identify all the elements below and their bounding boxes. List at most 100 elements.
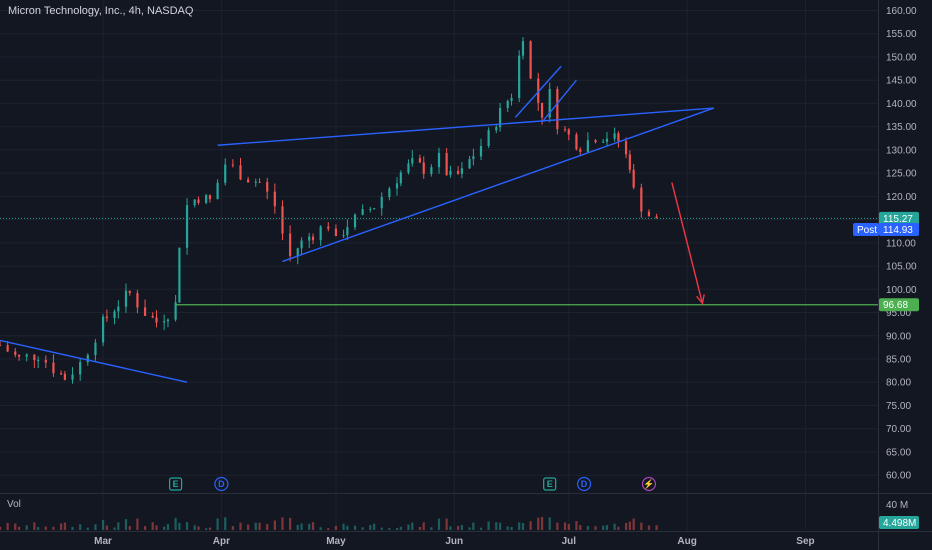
- earnings-event-icon[interactable]: [543, 477, 557, 491]
- volume-bars: [0, 516, 658, 530]
- volume-value-bg: [879, 516, 919, 529]
- candle-body: [594, 140, 597, 143]
- volume-bar: [605, 525, 609, 530]
- volume-label: Vol: [7, 499, 21, 510]
- volume-bar: [624, 522, 628, 530]
- candle-body: [166, 319, 170, 322]
- volume-bar: [472, 522, 475, 530]
- candle-body: [281, 206, 284, 234]
- candle-body: [510, 97, 513, 101]
- candle-body: [407, 163, 410, 173]
- volume-bar: [289, 517, 292, 530]
- volume-scale-label: 40 M: [886, 500, 908, 511]
- volume-bar: [411, 522, 414, 530]
- candle-body: [617, 133, 620, 142]
- candle-body: [63, 373, 66, 380]
- candle-body: [25, 354, 28, 357]
- volume-bar: [388, 528, 391, 530]
- event-markers[interactable]: E D E D ⚡: [169, 476, 657, 492]
- candle-body: [254, 181, 257, 183]
- volume-bar: [342, 523, 345, 530]
- price-tick-label: 120.00: [886, 192, 917, 203]
- candle-body: [468, 159, 471, 169]
- volume-bar: [460, 525, 464, 530]
- volume-bar: [373, 523, 376, 530]
- candle-body: [136, 293, 139, 308]
- volume-bar: [449, 526, 452, 530]
- volume-bar: [594, 526, 597, 530]
- volume-bar: [281, 517, 284, 530]
- volume-bar: [52, 526, 55, 530]
- volume-bar: [155, 525, 158, 530]
- price-tick-label: 150.00: [886, 52, 917, 63]
- candle-body: [575, 134, 578, 150]
- candle-body: [117, 306, 120, 312]
- trendline-channel-upper[interactable]: [514, 65, 562, 118]
- volume-bar: [487, 521, 490, 530]
- volume-bar: [640, 522, 643, 530]
- time-tick-label: Aug: [677, 536, 696, 547]
- candle-body: [155, 317, 158, 323]
- drawings-layer[interactable]: [0, 65, 878, 383]
- price-tick-label: 105.00: [886, 262, 917, 273]
- earnings-event-icon[interactable]: [169, 477, 183, 491]
- volume-bar: [296, 524, 299, 530]
- time-tick-label: Apr: [213, 536, 230, 547]
- volume-bar: [113, 527, 116, 530]
- candle-body: [495, 127, 498, 131]
- split-event-icon[interactable]: [641, 476, 657, 492]
- candle-body: [449, 170, 452, 175]
- volume-bar: [456, 525, 460, 530]
- candle-body: [388, 188, 391, 198]
- volume-bar: [205, 528, 208, 530]
- candle-body: [37, 359, 40, 361]
- volume-bar: [258, 522, 261, 530]
- projection-arrow-line[interactable]: [671, 182, 704, 304]
- volume-bar: [79, 524, 82, 530]
- trendline-wedge-upper[interactable]: [217, 107, 714, 146]
- candle-body: [548, 88, 551, 118]
- volume-bar: [59, 523, 63, 530]
- volume-bar: [208, 527, 212, 530]
- volume-bar: [613, 523, 616, 530]
- volume-bar: [124, 519, 128, 530]
- candle-body: [105, 316, 108, 319]
- trendline-early-downtrend[interactable]: [0, 339, 188, 383]
- trendline-wedge-lower[interactable]: [282, 107, 715, 263]
- volume-bar: [25, 525, 28, 530]
- volume-bar: [63, 522, 66, 530]
- candle-body: [124, 290, 128, 307]
- volume-bar: [437, 518, 441, 530]
- volume-bar: [311, 522, 315, 530]
- volume-bar: [655, 525, 658, 530]
- candle-body: [178, 247, 181, 303]
- volume-bar: [575, 521, 578, 530]
- candle-body: [224, 164, 227, 183]
- price-tick-label: 145.00: [886, 76, 917, 87]
- trendline-channel-lower[interactable]: [541, 79, 577, 123]
- time-tick-label: Jul: [562, 536, 577, 547]
- candle-body: [308, 236, 311, 241]
- volume-bar: [445, 518, 448, 530]
- price-tick-label: 90.00: [886, 331, 911, 342]
- price-tick-label: 125.00: [886, 169, 917, 180]
- volume-bar: [346, 525, 349, 530]
- candle-body: [632, 169, 635, 188]
- dividend-event-icon[interactable]: [214, 476, 229, 492]
- candle-body: [334, 228, 338, 236]
- dividend-event-icon[interactable]: [576, 476, 592, 492]
- volume-bar: [647, 525, 651, 530]
- candle-body: [174, 302, 177, 320]
- volume-bar: [174, 517, 177, 530]
- candle-body: [399, 172, 402, 184]
- price-tick-label: 75.00: [886, 401, 911, 412]
- volume-bar: [166, 523, 170, 530]
- candle-body: [605, 138, 609, 142]
- post-price-badge: 114.93: [883, 225, 913, 236]
- volume-bar: [361, 527, 364, 530]
- candle-body: [300, 240, 303, 249]
- support-price-badge: 96.68: [883, 300, 908, 311]
- candle-body: [563, 129, 567, 131]
